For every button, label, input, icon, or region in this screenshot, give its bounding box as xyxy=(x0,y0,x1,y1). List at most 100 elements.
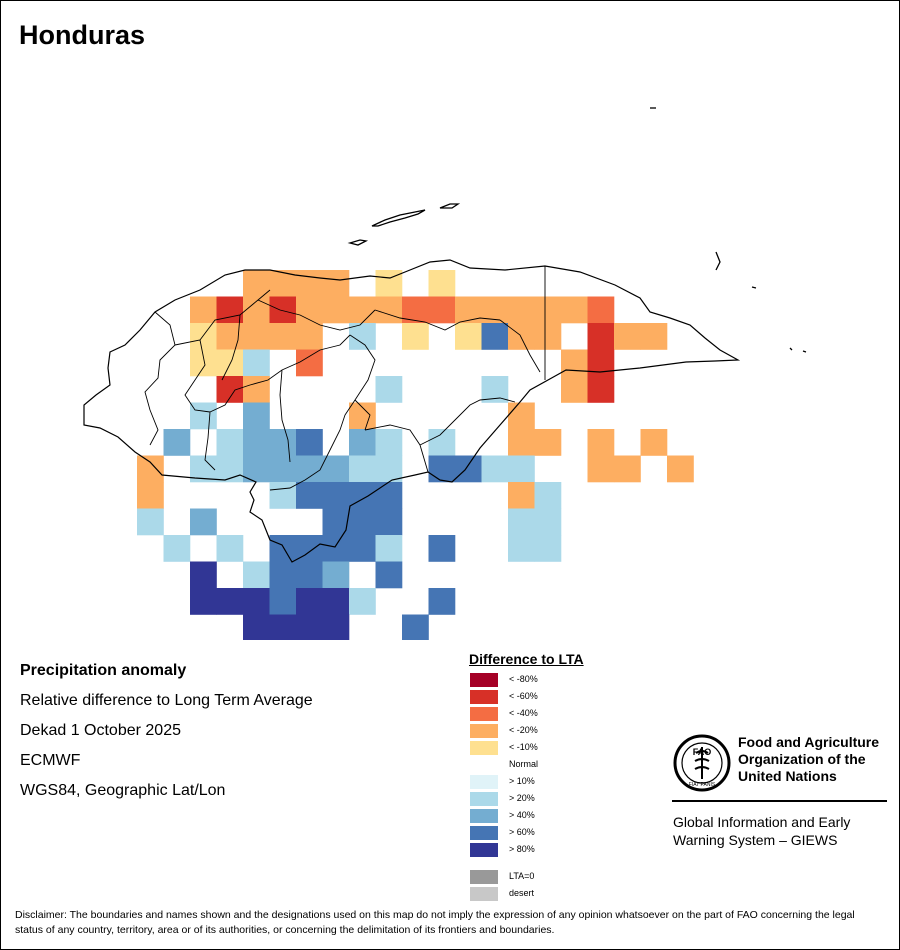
legend-swatch xyxy=(470,724,498,738)
anomaly-cell xyxy=(322,614,350,640)
legend-label: LTA=0 xyxy=(509,871,535,881)
anomaly-cell xyxy=(428,588,456,615)
anomaly-cell xyxy=(455,323,482,350)
anomaly-cell xyxy=(243,349,270,377)
legend-label: < -80% xyxy=(509,674,538,684)
legend-label: > 80% xyxy=(509,844,535,854)
info-model: ECMWF xyxy=(20,752,81,769)
anomaly-cell xyxy=(296,614,323,640)
anomaly-cell xyxy=(508,296,535,324)
anomaly-cell xyxy=(402,614,429,640)
anomaly-cell xyxy=(667,455,694,483)
legend-swatch xyxy=(470,690,498,704)
giews-name: Global Information and Early Warning Sys… xyxy=(673,813,893,849)
anomaly-cell xyxy=(190,323,217,350)
anomaly-cell xyxy=(587,323,615,350)
anomaly-cell xyxy=(322,588,350,615)
anomaly-cell xyxy=(508,323,535,350)
fao-emblem-icon: FAO FIAT PANIS xyxy=(673,734,731,792)
anomaly-cell xyxy=(322,535,350,562)
precipitation-anomaly-map xyxy=(83,107,807,640)
legend-swatch xyxy=(470,870,498,884)
legend-label: > 40% xyxy=(509,810,535,820)
anomaly-cell xyxy=(296,429,323,456)
anomaly-cell xyxy=(296,561,323,589)
anomaly-cell xyxy=(428,296,456,324)
anomaly-cell xyxy=(455,296,482,324)
anomaly-cell xyxy=(508,429,535,456)
anomaly-cell xyxy=(534,482,562,509)
giews-line2: Warning System – GIEWS xyxy=(673,832,838,848)
legend-swatch xyxy=(470,707,498,721)
map-info: Precipitation anomaly Relative differenc… xyxy=(20,656,313,806)
anomaly-cell xyxy=(190,508,217,536)
anomaly-cell xyxy=(216,588,244,615)
anomaly-cell xyxy=(269,296,297,324)
anomaly-cell xyxy=(190,296,217,324)
anomaly-cell xyxy=(375,429,403,456)
anomaly-cell xyxy=(349,429,376,456)
anomaly-cell xyxy=(508,455,535,483)
legend-swatch xyxy=(470,809,498,823)
department-boundaries xyxy=(144,266,546,491)
legend-label: Normal xyxy=(509,759,539,769)
anomaly-cell xyxy=(216,429,244,456)
cayos-miskitos xyxy=(715,251,721,271)
roatan-island xyxy=(371,209,426,227)
anomaly-cell xyxy=(375,535,403,562)
legend-label: > 10% xyxy=(509,776,535,786)
anomaly-cell xyxy=(322,561,350,589)
anomaly-cell xyxy=(375,482,403,509)
anomaly-cell xyxy=(375,561,403,589)
anomaly-cell xyxy=(190,402,217,430)
anomaly-cell xyxy=(216,376,244,403)
anomaly-cell xyxy=(243,376,270,403)
legend-label: < -40% xyxy=(509,708,538,718)
anomaly-cell xyxy=(587,376,615,403)
anomaly-cell xyxy=(190,588,217,615)
anomaly-cell xyxy=(269,323,297,350)
anomaly-cell xyxy=(296,323,323,350)
anomaly-cell xyxy=(375,270,403,297)
anomaly-cell xyxy=(269,482,297,509)
legend-swatch xyxy=(470,887,498,901)
legend-label: desert xyxy=(509,888,535,898)
anomaly-cell xyxy=(296,270,323,297)
divider xyxy=(672,800,887,802)
anomaly-cell xyxy=(269,429,297,456)
anomaly-cell xyxy=(296,296,323,324)
anomaly-cell xyxy=(534,508,562,536)
anomaly-cell xyxy=(349,535,376,562)
info-heading: Precipitation anomaly xyxy=(20,662,187,679)
anomaly-cell xyxy=(243,323,270,350)
anomaly-cell xyxy=(349,508,376,536)
legend-title: Difference to LTA xyxy=(469,651,584,667)
anomaly-cell xyxy=(428,270,456,297)
legend-swatch xyxy=(470,775,498,789)
anomaly-cell xyxy=(349,296,376,324)
map-title: Honduras xyxy=(19,20,146,50)
anomaly-cell xyxy=(243,614,270,640)
legend-label: > 60% xyxy=(509,827,535,837)
anomaly-cell xyxy=(137,508,164,536)
bay-islands xyxy=(347,107,807,353)
anomaly-cell xyxy=(296,588,323,615)
legend-swatch xyxy=(470,826,498,840)
anomaly-cell xyxy=(296,482,323,509)
anomaly-cell xyxy=(375,376,403,403)
info-period: Dekad 1 October 2025 xyxy=(20,722,181,739)
anomaly-cell xyxy=(190,349,217,377)
info-subtitle: Relative difference to Long Term Average xyxy=(20,692,313,709)
legend-swatch xyxy=(470,792,498,806)
fao-name-line3: United Nations xyxy=(738,768,837,784)
anomaly-cell xyxy=(322,296,350,324)
anomaly-grid xyxy=(137,270,694,640)
utila-island xyxy=(347,239,369,246)
info-projection: WGS84, Geographic Lat/Lon xyxy=(20,782,226,799)
anomaly-cell xyxy=(269,614,297,640)
anomaly-cell xyxy=(269,535,297,562)
anomaly-cell xyxy=(243,296,270,324)
anomaly-cell xyxy=(269,455,297,483)
anomaly-cell xyxy=(375,296,403,324)
disclaimer: Disclaimer: The boundaries and names sho… xyxy=(15,909,855,936)
